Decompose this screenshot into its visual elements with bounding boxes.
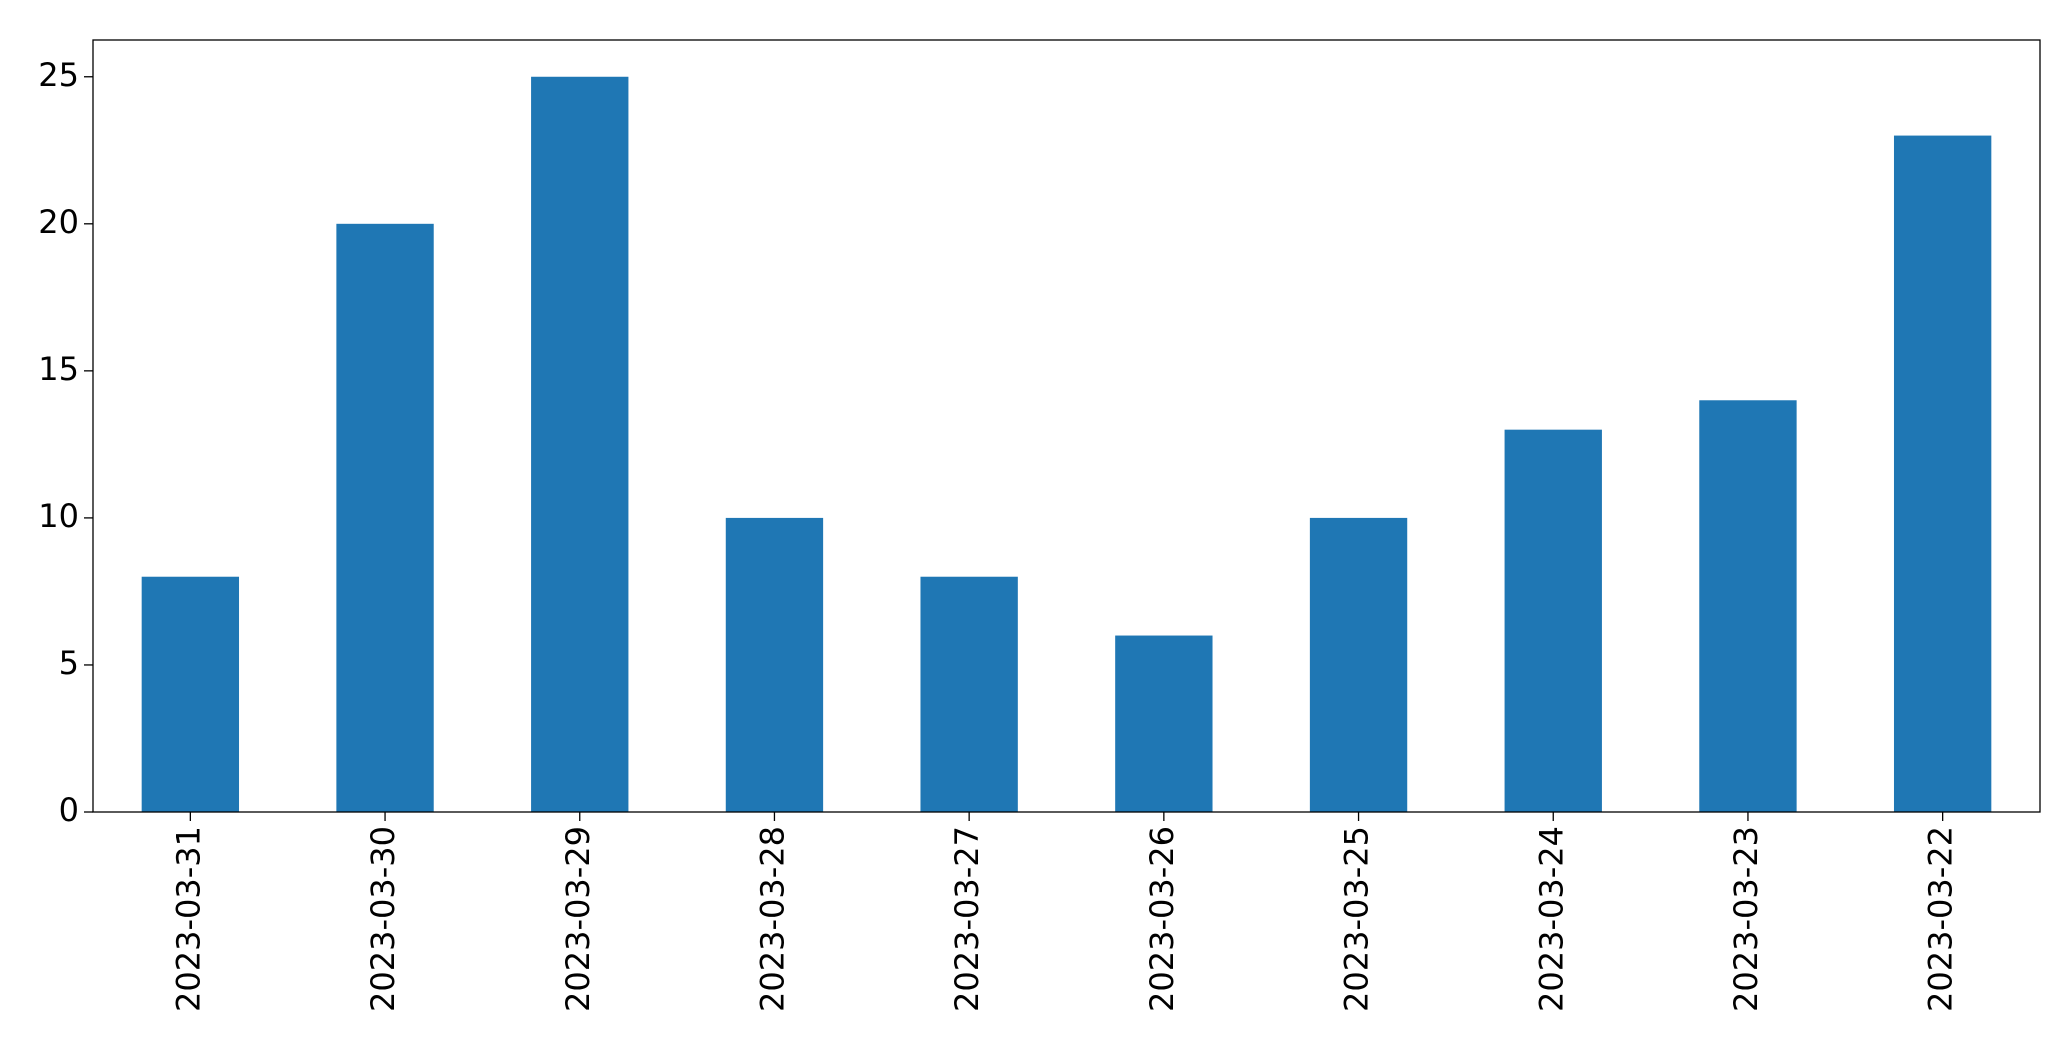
- bar: [725, 517, 824, 812]
- x-tick-label: 2023-03-30: [364, 826, 402, 1012]
- bar: [920, 576, 1018, 812]
- y-tick-label: 20: [38, 203, 79, 241]
- plot-frame: [92, 39, 2041, 813]
- bar: [1893, 135, 1992, 813]
- x-tick-label: 2023-03-31: [169, 826, 207, 1012]
- bar: [1699, 400, 1797, 812]
- x-tick-label: 2023-03-24: [1532, 826, 1570, 1012]
- bar: [1115, 635, 1213, 812]
- x-tick-label: 2023-03-23: [1727, 826, 1765, 1012]
- x-tick-label: 2023-03-29: [559, 826, 597, 1012]
- y-tick-label: 0: [59, 791, 79, 829]
- x-tick-label: 2023-03-22: [1922, 826, 1960, 1012]
- bar: [531, 76, 629, 812]
- y-tick-label: 10: [38, 497, 79, 535]
- bar: [1309, 517, 1408, 812]
- bar: [141, 576, 240, 812]
- y-tick-label: 15: [38, 350, 79, 388]
- y-tick-label: 25: [38, 56, 79, 94]
- x-tick-label: 2023-03-27: [948, 826, 986, 1012]
- bar: [1504, 429, 1602, 812]
- x-tick-label: 2023-03-25: [1338, 826, 1376, 1012]
- y-tick-label: 5: [59, 644, 79, 682]
- bar: [336, 223, 434, 813]
- x-tick-label: 2023-03-26: [1143, 826, 1181, 1012]
- x-tick-label: 2023-03-28: [753, 826, 791, 1012]
